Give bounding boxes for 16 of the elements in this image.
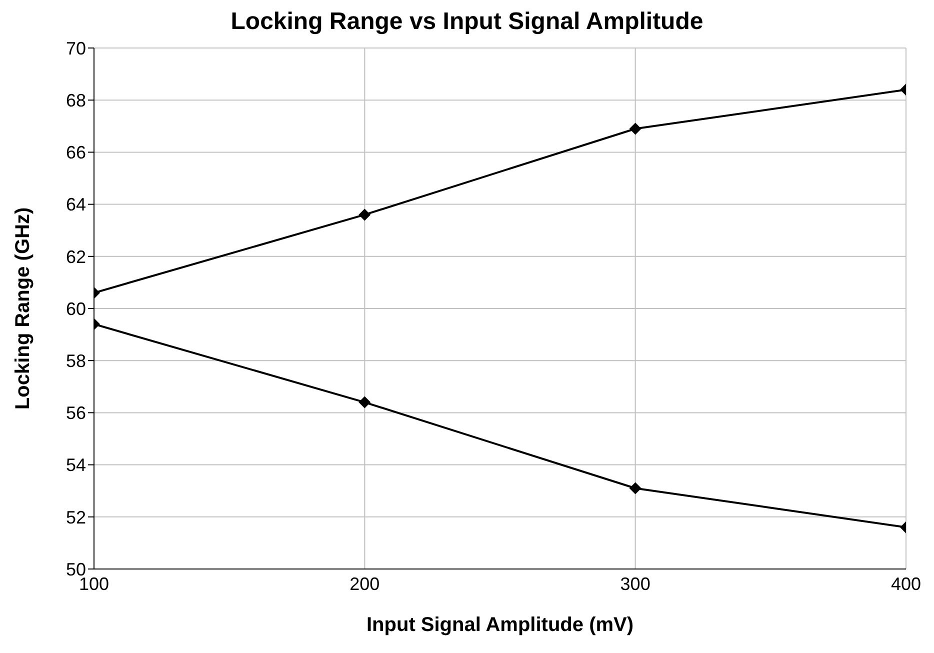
- x-tick-label: 300: [620, 574, 650, 594]
- y-tick-label: 52: [66, 507, 86, 528]
- x-tick-label: 200: [350, 574, 380, 594]
- x-axis-title: Input Signal Amplitude (mV): [366, 614, 634, 636]
- y-tick-label: 64: [66, 194, 86, 215]
- y-axis-title: Locking Range (GHz): [12, 207, 34, 410]
- y-tick-label: 70: [66, 38, 86, 58]
- y-tick-label: 56: [66, 403, 86, 424]
- y-tick-label: 60: [66, 298, 86, 319]
- y-tick-label: 62: [66, 246, 86, 267]
- y-tick-label: 58: [66, 350, 86, 371]
- y-tick-label: 68: [66, 90, 86, 110]
- y-tick-label: 66: [66, 142, 86, 163]
- x-tick-label: 400: [890, 574, 922, 594]
- chart-title: Locking Range vs Input Signal Amplitude: [230, 8, 704, 36]
- y-tick-label: 54: [66, 455, 86, 476]
